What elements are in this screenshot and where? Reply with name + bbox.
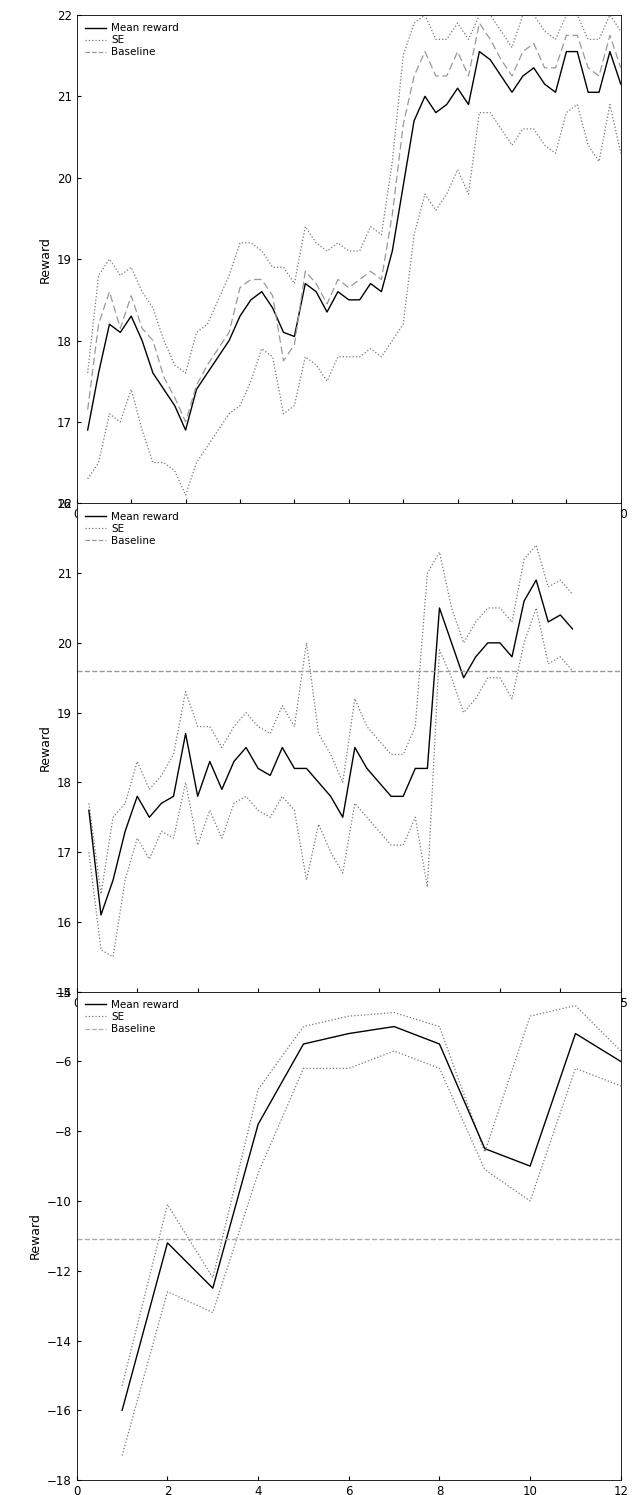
Y-axis label: Reward: Reward bbox=[38, 724, 51, 771]
Legend: Mean reward, SE, Baseline: Mean reward, SE, Baseline bbox=[82, 19, 182, 61]
Y-axis label: Reward: Reward bbox=[38, 236, 51, 283]
Text: (b) Max throughput.: (b) Max throughput. bbox=[279, 1036, 419, 1049]
Text: (a) Max throughput.: (a) Max throughput. bbox=[280, 547, 418, 561]
Legend: Mean reward, SE, Baseline: Mean reward, SE, Baseline bbox=[82, 508, 182, 549]
X-axis label: Episodes: Episodes bbox=[321, 1015, 376, 1029]
Legend: Mean reward, SE, Baseline: Mean reward, SE, Baseline bbox=[82, 997, 182, 1038]
Y-axis label: Reward: Reward bbox=[29, 1212, 42, 1259]
X-axis label: Episodes: Episodes bbox=[321, 526, 376, 540]
